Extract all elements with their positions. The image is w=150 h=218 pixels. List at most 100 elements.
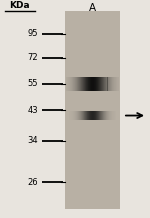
Text: 72: 72 bbox=[28, 53, 38, 62]
Bar bbox=[87, 111, 88, 120]
Bar bbox=[91, 111, 92, 120]
Bar bbox=[82, 111, 83, 120]
Bar bbox=[111, 111, 112, 120]
Bar bbox=[66, 77, 67, 91]
Bar bbox=[73, 111, 74, 120]
Bar bbox=[83, 77, 84, 91]
Bar bbox=[76, 77, 77, 91]
Text: 55: 55 bbox=[28, 79, 38, 89]
Bar bbox=[69, 111, 70, 120]
Bar bbox=[72, 111, 73, 120]
Bar bbox=[81, 77, 82, 91]
Text: A: A bbox=[89, 3, 96, 13]
Bar bbox=[70, 111, 71, 120]
Bar bbox=[114, 77, 115, 91]
Bar bbox=[71, 111, 72, 120]
Bar bbox=[110, 111, 111, 120]
Bar bbox=[117, 77, 118, 91]
Bar bbox=[84, 111, 85, 120]
Bar bbox=[107, 77, 108, 91]
Bar bbox=[100, 77, 101, 91]
Bar bbox=[72, 77, 73, 91]
Bar bbox=[80, 77, 81, 91]
Bar bbox=[98, 77, 99, 91]
Bar bbox=[81, 111, 82, 120]
Bar bbox=[83, 111, 84, 120]
Bar bbox=[77, 111, 78, 120]
Bar bbox=[75, 77, 76, 91]
Bar bbox=[96, 111, 97, 120]
Bar bbox=[106, 111, 107, 120]
Bar bbox=[85, 111, 86, 120]
Bar bbox=[118, 77, 119, 91]
Bar bbox=[112, 111, 113, 120]
Bar bbox=[78, 111, 79, 120]
Bar bbox=[114, 111, 115, 120]
Bar bbox=[95, 77, 96, 91]
Bar bbox=[86, 111, 87, 120]
Bar bbox=[95, 111, 96, 120]
Bar bbox=[85, 111, 86, 120]
Bar bbox=[76, 111, 77, 120]
Text: 95: 95 bbox=[28, 29, 38, 38]
Bar bbox=[86, 77, 87, 91]
Bar bbox=[92, 111, 93, 120]
Bar bbox=[77, 77, 78, 91]
Bar bbox=[71, 77, 72, 91]
Bar bbox=[90, 77, 91, 91]
Bar bbox=[74, 77, 75, 91]
Bar bbox=[94, 77, 95, 91]
Bar bbox=[67, 77, 68, 91]
Bar bbox=[65, 11, 120, 209]
Bar bbox=[82, 77, 83, 91]
Bar bbox=[104, 111, 105, 120]
Bar bbox=[97, 77, 98, 91]
Bar bbox=[101, 111, 102, 120]
Bar bbox=[79, 77, 80, 91]
Bar bbox=[113, 77, 114, 91]
Bar bbox=[98, 111, 99, 120]
Bar bbox=[111, 77, 112, 91]
Bar bbox=[69, 77, 70, 91]
Bar bbox=[93, 111, 94, 120]
Bar bbox=[116, 77, 117, 91]
Text: 43: 43 bbox=[28, 106, 38, 115]
Bar bbox=[107, 111, 108, 120]
Bar bbox=[99, 111, 100, 120]
Bar bbox=[89, 111, 90, 120]
Bar bbox=[68, 77, 69, 91]
Bar bbox=[84, 77, 85, 91]
Bar bbox=[99, 77, 100, 91]
Bar bbox=[88, 111, 89, 120]
Bar bbox=[108, 77, 109, 91]
Bar bbox=[90, 111, 91, 120]
Bar bbox=[102, 77, 103, 91]
Bar bbox=[102, 111, 103, 120]
Bar bbox=[104, 77, 105, 91]
Bar bbox=[70, 77, 71, 91]
Bar bbox=[100, 111, 101, 120]
Bar bbox=[94, 111, 95, 120]
Bar bbox=[74, 111, 75, 120]
Bar bbox=[103, 111, 104, 120]
Bar bbox=[113, 111, 114, 120]
Bar bbox=[112, 77, 113, 91]
Bar bbox=[79, 111, 80, 120]
Bar bbox=[75, 111, 76, 120]
Bar bbox=[73, 77, 74, 91]
Bar bbox=[92, 77, 93, 91]
Bar bbox=[118, 77, 119, 91]
Bar bbox=[88, 77, 89, 91]
Text: 34: 34 bbox=[28, 136, 38, 145]
Bar bbox=[85, 77, 86, 91]
Bar bbox=[80, 111, 81, 120]
Bar bbox=[108, 111, 109, 120]
Bar bbox=[82, 77, 83, 91]
Bar bbox=[103, 111, 104, 120]
Bar bbox=[87, 77, 88, 91]
Bar bbox=[84, 77, 85, 91]
Bar bbox=[109, 77, 110, 91]
Bar bbox=[93, 77, 94, 91]
Bar bbox=[89, 77, 90, 91]
Bar bbox=[105, 111, 106, 120]
